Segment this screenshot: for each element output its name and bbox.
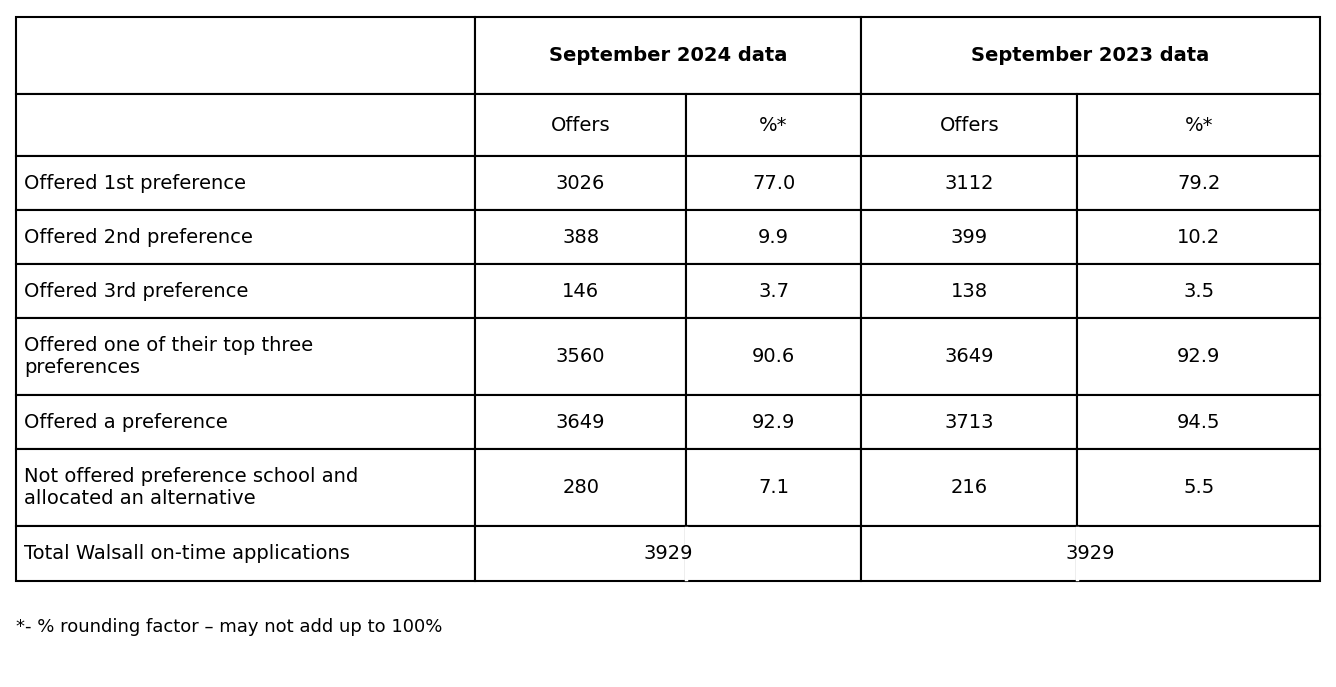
Bar [1077, 264, 1320, 318]
Text: 3.5: 3.5 [1184, 282, 1214, 301]
Text: 9.9: 9.9 [758, 227, 790, 247]
Text: 3112: 3112 [945, 174, 994, 192]
Bar [476, 526, 687, 581]
Bar [687, 395, 860, 449]
Text: 3560: 3560 [556, 348, 605, 366]
Bar [476, 395, 687, 449]
Bar [476, 449, 687, 526]
Bar [476, 17, 860, 94]
Bar [16, 526, 476, 581]
Bar [476, 318, 687, 395]
Text: 90.6: 90.6 [752, 348, 795, 366]
Text: 280: 280 [562, 478, 599, 497]
Bar [1077, 94, 1320, 156]
Text: 3649: 3649 [556, 413, 605, 432]
Text: 146: 146 [562, 282, 600, 301]
Bar [860, 526, 1077, 581]
Text: September 2023 data: September 2023 data [971, 46, 1209, 65]
Bar [16, 395, 476, 449]
Text: Offered a preference: Offered a preference [24, 413, 228, 432]
Text: 92.9: 92.9 [1177, 348, 1220, 366]
Text: 216: 216 [951, 478, 987, 497]
Text: 3.7: 3.7 [758, 282, 790, 301]
Bar [687, 210, 860, 264]
Bar [860, 449, 1077, 526]
Text: 388: 388 [562, 227, 600, 247]
Text: 3929: 3929 [643, 544, 693, 563]
Text: 3649: 3649 [945, 348, 994, 366]
Bar [860, 395, 1077, 449]
Text: 138: 138 [951, 282, 987, 301]
Bar [687, 156, 860, 210]
Text: Offered one of their top three
preferences: Offered one of their top three preferenc… [24, 337, 313, 377]
Text: September 2024 data: September 2024 data [549, 46, 787, 65]
Bar [1077, 449, 1320, 526]
Text: *- % rounding factor – may not add up to 100%: *- % rounding factor – may not add up to… [16, 618, 442, 636]
Bar [860, 264, 1077, 318]
Text: Offered 1st preference: Offered 1st preference [24, 174, 246, 192]
Bar [860, 210, 1077, 264]
Bar [687, 526, 860, 581]
Bar [860, 156, 1077, 210]
Bar [687, 94, 860, 156]
Text: Not offered preference school and
allocated an alternative: Not offered preference school and alloca… [24, 467, 358, 508]
Bar [1077, 210, 1320, 264]
Text: 7.1: 7.1 [758, 478, 790, 497]
Text: 3026: 3026 [556, 174, 605, 192]
Bar [16, 94, 476, 156]
Bar [860, 318, 1077, 395]
Bar [687, 318, 860, 395]
Bar [16, 264, 476, 318]
Text: 77.0: 77.0 [752, 174, 795, 192]
Text: %*: %* [1185, 115, 1213, 135]
Text: 92.9: 92.9 [752, 413, 795, 432]
Bar [16, 318, 476, 395]
Bar [16, 449, 476, 526]
Text: 10.2: 10.2 [1177, 227, 1220, 247]
Bar [1077, 156, 1320, 210]
Bar [860, 17, 1320, 94]
Bar [16, 210, 476, 264]
Text: Offered 3rd preference: Offered 3rd preference [24, 282, 248, 301]
Bar [1077, 318, 1320, 395]
Bar [860, 94, 1077, 156]
Bar [687, 449, 860, 526]
Text: Offers: Offers [550, 115, 611, 135]
Bar [16, 156, 476, 210]
Text: 5.5: 5.5 [1184, 478, 1214, 497]
Bar [1077, 526, 1320, 581]
Bar [687, 264, 860, 318]
Text: 94.5: 94.5 [1177, 413, 1221, 432]
Bar [476, 94, 687, 156]
Bar [476, 156, 687, 210]
Text: 79.2: 79.2 [1177, 174, 1220, 192]
Text: 399: 399 [951, 227, 987, 247]
Text: Total Walsall on-time applications: Total Walsall on-time applications [24, 544, 350, 563]
Bar [476, 210, 687, 264]
Text: 3713: 3713 [945, 413, 994, 432]
Text: Offers: Offers [939, 115, 999, 135]
Text: %*: %* [759, 115, 788, 135]
Text: Offered 2nd preference: Offered 2nd preference [24, 227, 253, 247]
Bar [1077, 395, 1320, 449]
Bar [476, 264, 687, 318]
Bar [16, 17, 476, 94]
Text: 3929: 3929 [1066, 544, 1116, 563]
